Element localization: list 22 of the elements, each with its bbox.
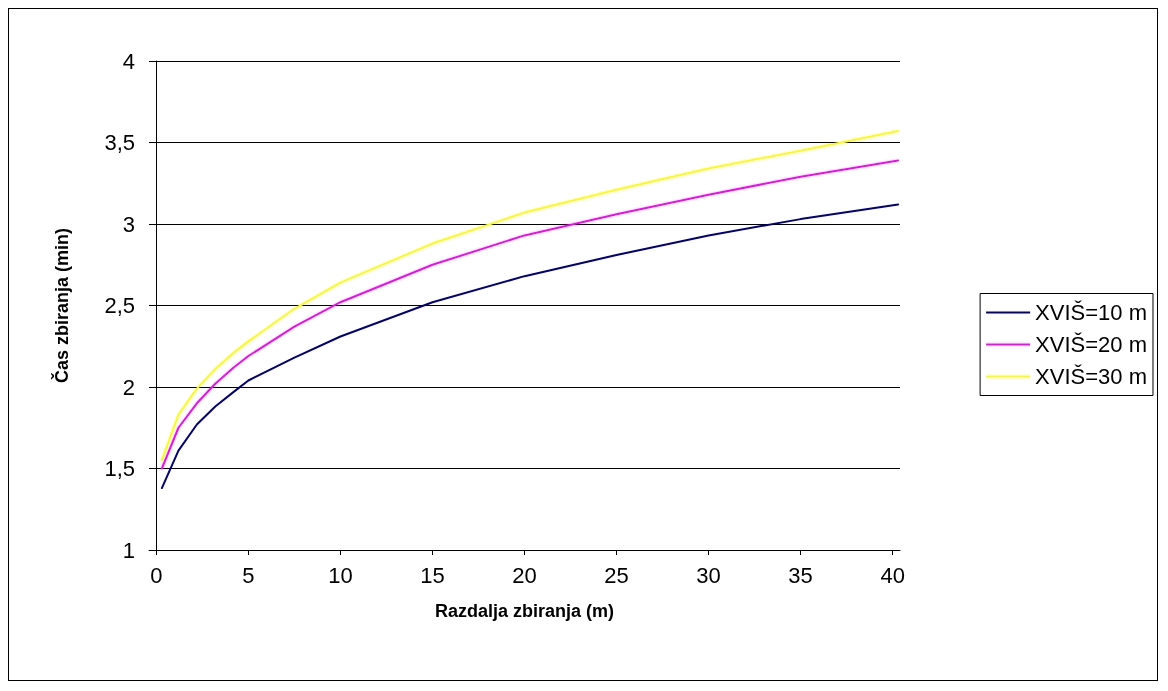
x-axis-title: Razdalja zbiranja (m) — [434, 601, 615, 621]
y-tick-label: 2 — [122, 374, 135, 400]
x-tick-label: 0 — [150, 562, 163, 588]
x-tick-label: 30 — [696, 562, 721, 588]
x-tick-label: 5 — [242, 562, 255, 588]
y-tick-label: 1,5 — [104, 456, 135, 481]
legend-label: XVIŠ=30 m — [1035, 364, 1147, 389]
y-tick-label: 4 — [122, 48, 135, 74]
x-tick-label: 15 — [420, 562, 445, 588]
y-tick-label: 3 — [122, 211, 135, 237]
line-series — [160, 203, 900, 490]
y-tick-label: 2,5 — [104, 293, 135, 318]
y-tick-label: 3,5 — [104, 130, 135, 155]
x-tick-label: 40 — [880, 562, 905, 588]
legend-label: XVIŠ=20 m — [1035, 332, 1147, 357]
x-tick-label: 35 — [788, 562, 813, 588]
y-tick-label: 1 — [122, 537, 135, 563]
legend-label: XVIŠ=10 m — [1035, 300, 1147, 325]
y-axis-title: Čas zbiranja (min) — [51, 227, 72, 384]
x-tick-label: 20 — [512, 562, 537, 588]
x-tick-label: 25 — [604, 562, 629, 588]
x-tick-label: 10 — [328, 562, 353, 588]
